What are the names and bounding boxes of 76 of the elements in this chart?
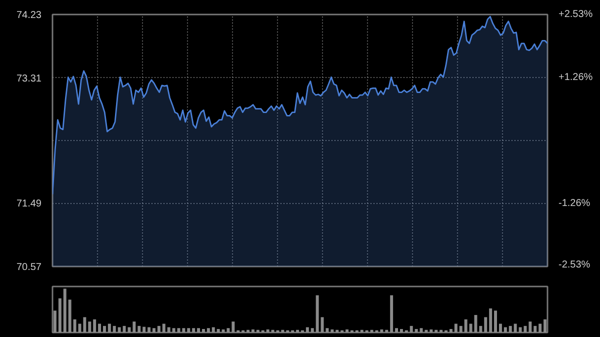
bar [538,324,542,332]
bar [380,329,384,332]
bar [534,326,537,332]
bar [544,319,547,332]
bar [454,324,458,332]
bar [88,322,92,332]
bar [385,330,388,332]
bar [167,327,170,332]
bar [93,319,96,332]
bar [206,328,210,332]
bar [410,326,413,332]
bar [102,326,106,332]
bar [489,308,492,332]
bar [316,295,319,332]
bar [310,328,314,332]
bar [182,328,186,332]
bar [98,324,102,332]
bar [187,328,190,332]
bar [266,329,270,332]
bar [202,328,205,332]
bar [484,317,488,332]
y-tick-label: 74.23 [16,10,42,21]
y2-tick-label: -1.26% [558,198,590,209]
bar [112,326,116,332]
bar [390,295,394,332]
y2-tick-label: +2.53% [558,9,593,20]
bar [212,327,215,332]
bar [479,326,482,332]
y2-tick-label: -2.53% [558,260,590,270]
bar [53,310,56,332]
bar [494,310,498,332]
bar [197,328,200,332]
bar [251,329,254,332]
bar [246,330,250,332]
bar [449,328,452,332]
bar [414,328,418,332]
bar [63,288,66,332]
bar [83,317,86,332]
bar [434,330,438,332]
bar [162,324,166,332]
y-tick-label: 71.49 [16,198,42,210]
bar [440,330,443,332]
bar [152,328,156,332]
bar [108,324,111,332]
bar [118,327,121,332]
bar [498,324,502,332]
bar [306,327,309,332]
bar [157,326,160,332]
bar [336,330,339,332]
bar [430,329,433,332]
bar [281,330,284,332]
bar [395,328,398,332]
bar [400,328,403,332]
y2-tick-label: +1.26% [558,72,593,84]
y-tick-label: 73.31 [16,73,42,84]
bar [148,327,151,332]
bar [132,322,136,332]
bar [256,330,260,332]
bar [58,298,62,332]
bar [360,330,364,332]
bar [346,329,349,332]
bar [296,330,300,332]
bar [138,326,141,332]
bar [68,300,72,332]
bar [508,326,512,332]
bar [330,329,334,332]
bar [216,328,220,332]
bar [504,327,507,332]
bar [464,319,468,332]
bar [192,328,196,332]
bar [514,324,517,332]
bar [528,322,532,332]
bar [142,326,146,332]
bar [459,326,462,332]
y-tick-label: 70.57 [16,262,42,273]
bar [232,322,235,332]
